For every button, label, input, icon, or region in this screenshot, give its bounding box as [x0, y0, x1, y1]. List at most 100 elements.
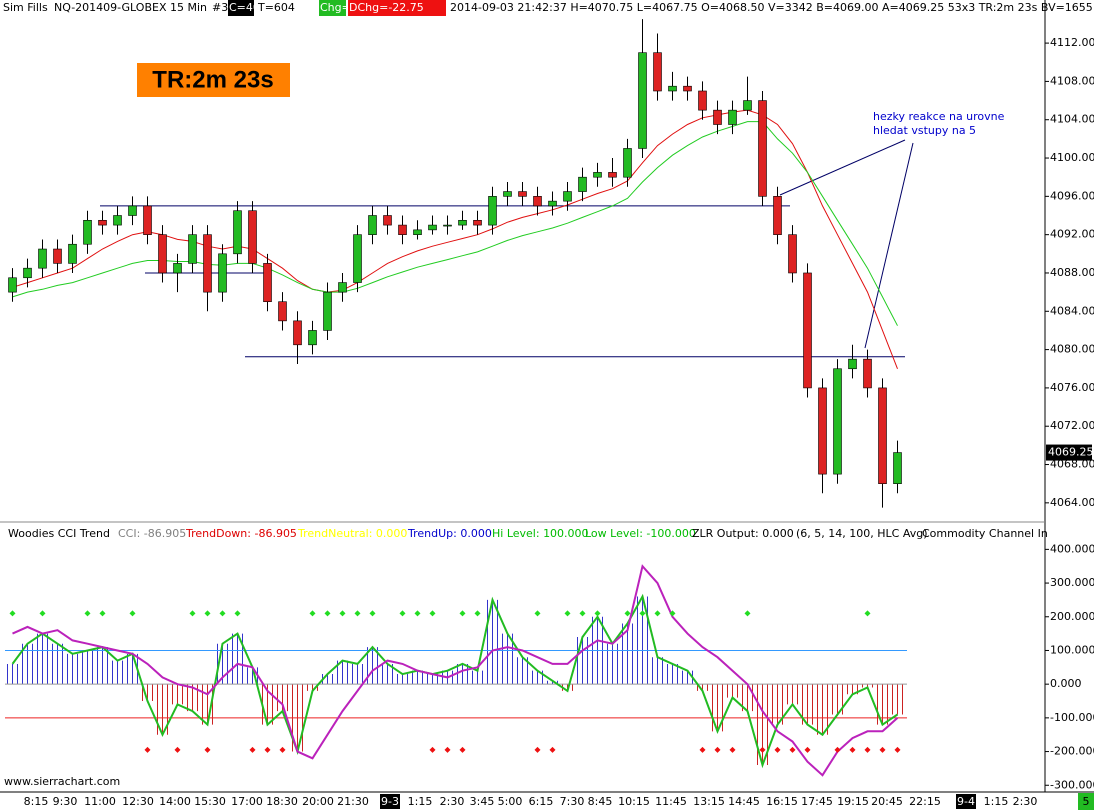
signal-dot	[744, 610, 751, 617]
x-tick-label: 9-3	[381, 795, 399, 808]
candle-body	[263, 263, 272, 303]
signal-dot	[9, 610, 16, 617]
dchg-bg	[348, 0, 446, 16]
y-tick-label: 4084.00	[1050, 304, 1094, 317]
signal-dot	[759, 746, 766, 753]
signal-dot	[99, 610, 106, 617]
x-tick-label: 8:15	[24, 795, 49, 808]
signal-dot	[549, 746, 556, 753]
candle-body	[743, 100, 752, 111]
y-tick-label: 4072.00	[1050, 419, 1094, 432]
candle-body	[548, 200, 557, 207]
signal-dot	[429, 610, 436, 617]
annotation-line	[779, 139, 906, 196]
x-tick-label: 16:15	[766, 795, 798, 808]
x-tick-label: 17:45	[801, 795, 833, 808]
candle-body	[443, 224, 452, 227]
signal-dot	[639, 610, 646, 617]
candle-body	[53, 248, 62, 264]
candle-body	[218, 253, 227, 293]
candle-body	[173, 263, 182, 274]
signal-dot	[789, 746, 796, 753]
x-tick-label: 22:15	[909, 795, 941, 808]
signal-dot	[429, 746, 436, 753]
x-tick-label: 11:45	[655, 795, 687, 808]
candle-body	[248, 210, 257, 264]
timer: TR:2m 23s	[152, 66, 273, 93]
signal-dot	[849, 746, 856, 753]
candle-body	[788, 234, 797, 274]
candle-body	[203, 234, 212, 293]
candle-body	[593, 172, 602, 178]
candle-body	[803, 272, 812, 389]
signal-dot	[564, 610, 571, 617]
legend-entry: ZLR Output: 0.000	[692, 527, 794, 540]
candle-body	[413, 229, 422, 235]
candle-body	[608, 172, 617, 178]
signal-dot	[174, 746, 181, 753]
x-tick-label: 21:30	[337, 795, 369, 808]
signal-dot	[144, 746, 151, 753]
legend-entry: TrendDown: -86.905	[185, 527, 297, 540]
cci-line	[12, 564, 899, 777]
candle-body	[323, 291, 332, 331]
x-tick-label: 14:45	[728, 795, 760, 808]
signal-dot	[534, 746, 541, 753]
signal-dot	[729, 746, 736, 753]
candle-body	[878, 387, 887, 484]
candle-body	[143, 205, 152, 235]
candle-body	[338, 282, 347, 293]
y-tick-label: 300.000	[1050, 576, 1094, 589]
candle-body	[848, 358, 857, 370]
y-tick-label: 4096.00	[1050, 189, 1094, 202]
y-tick-label: 4064.00	[1050, 496, 1094, 509]
candle-body	[698, 90, 707, 111]
header: Sim Fills NQ-201409-GLOBEX 15 Min #3 C=4…	[3, 0, 1094, 16]
signal-dot	[309, 610, 316, 617]
signal-dot	[804, 746, 811, 753]
candle-body	[488, 196, 497, 226]
candle-body	[23, 267, 32, 279]
y-tick-label: -100.000	[1050, 711, 1094, 724]
x-tick-label: 6:15	[529, 795, 554, 808]
y-tick-label: 100.000	[1050, 643, 1094, 656]
signal-dot	[129, 610, 136, 617]
signal-dot	[894, 746, 901, 753]
cci-line	[11, 593, 899, 769]
signal-dot	[339, 610, 346, 617]
instance: Sim Fills	[3, 1, 48, 14]
x-tick-label: 11:00	[84, 795, 116, 808]
signal-dot	[624, 610, 631, 617]
candle-body	[68, 243, 77, 264]
x-tick-label: 12:30	[122, 795, 154, 808]
candle-body	[563, 191, 572, 202]
x-tick-label: 9-4	[957, 795, 975, 808]
signal-dot	[84, 610, 91, 617]
candle-body	[128, 205, 137, 216]
candle-body	[38, 248, 47, 269]
last-price: 4069.25	[1048, 446, 1094, 459]
candle-body	[728, 109, 737, 125]
x-tick-label: 1:15	[408, 795, 433, 808]
candle-body	[308, 330, 317, 346]
signal-dot	[834, 746, 841, 753]
signal-dot	[699, 746, 706, 753]
x-tick-label: 3:45	[470, 795, 495, 808]
x-tick-label: 18:30	[266, 795, 298, 808]
timer-box	[137, 63, 290, 97]
candle-body	[188, 234, 197, 264]
x-tick-label: 1:15	[984, 795, 1009, 808]
candle-body	[278, 301, 287, 322]
candle-body	[98, 219, 107, 226]
close: C=4069.25	[229, 1, 291, 14]
signal-dot	[579, 610, 586, 617]
candle-body	[383, 215, 392, 226]
x-tick-label: 17:00	[231, 795, 263, 808]
candle-body	[353, 234, 362, 283]
candle-body	[773, 196, 782, 235]
candle-body	[893, 452, 902, 484]
x-tick-label: 13:15	[693, 795, 725, 808]
y-tick-label: 4088.00	[1050, 266, 1094, 279]
y-tick-label: 4100.00	[1050, 151, 1094, 164]
